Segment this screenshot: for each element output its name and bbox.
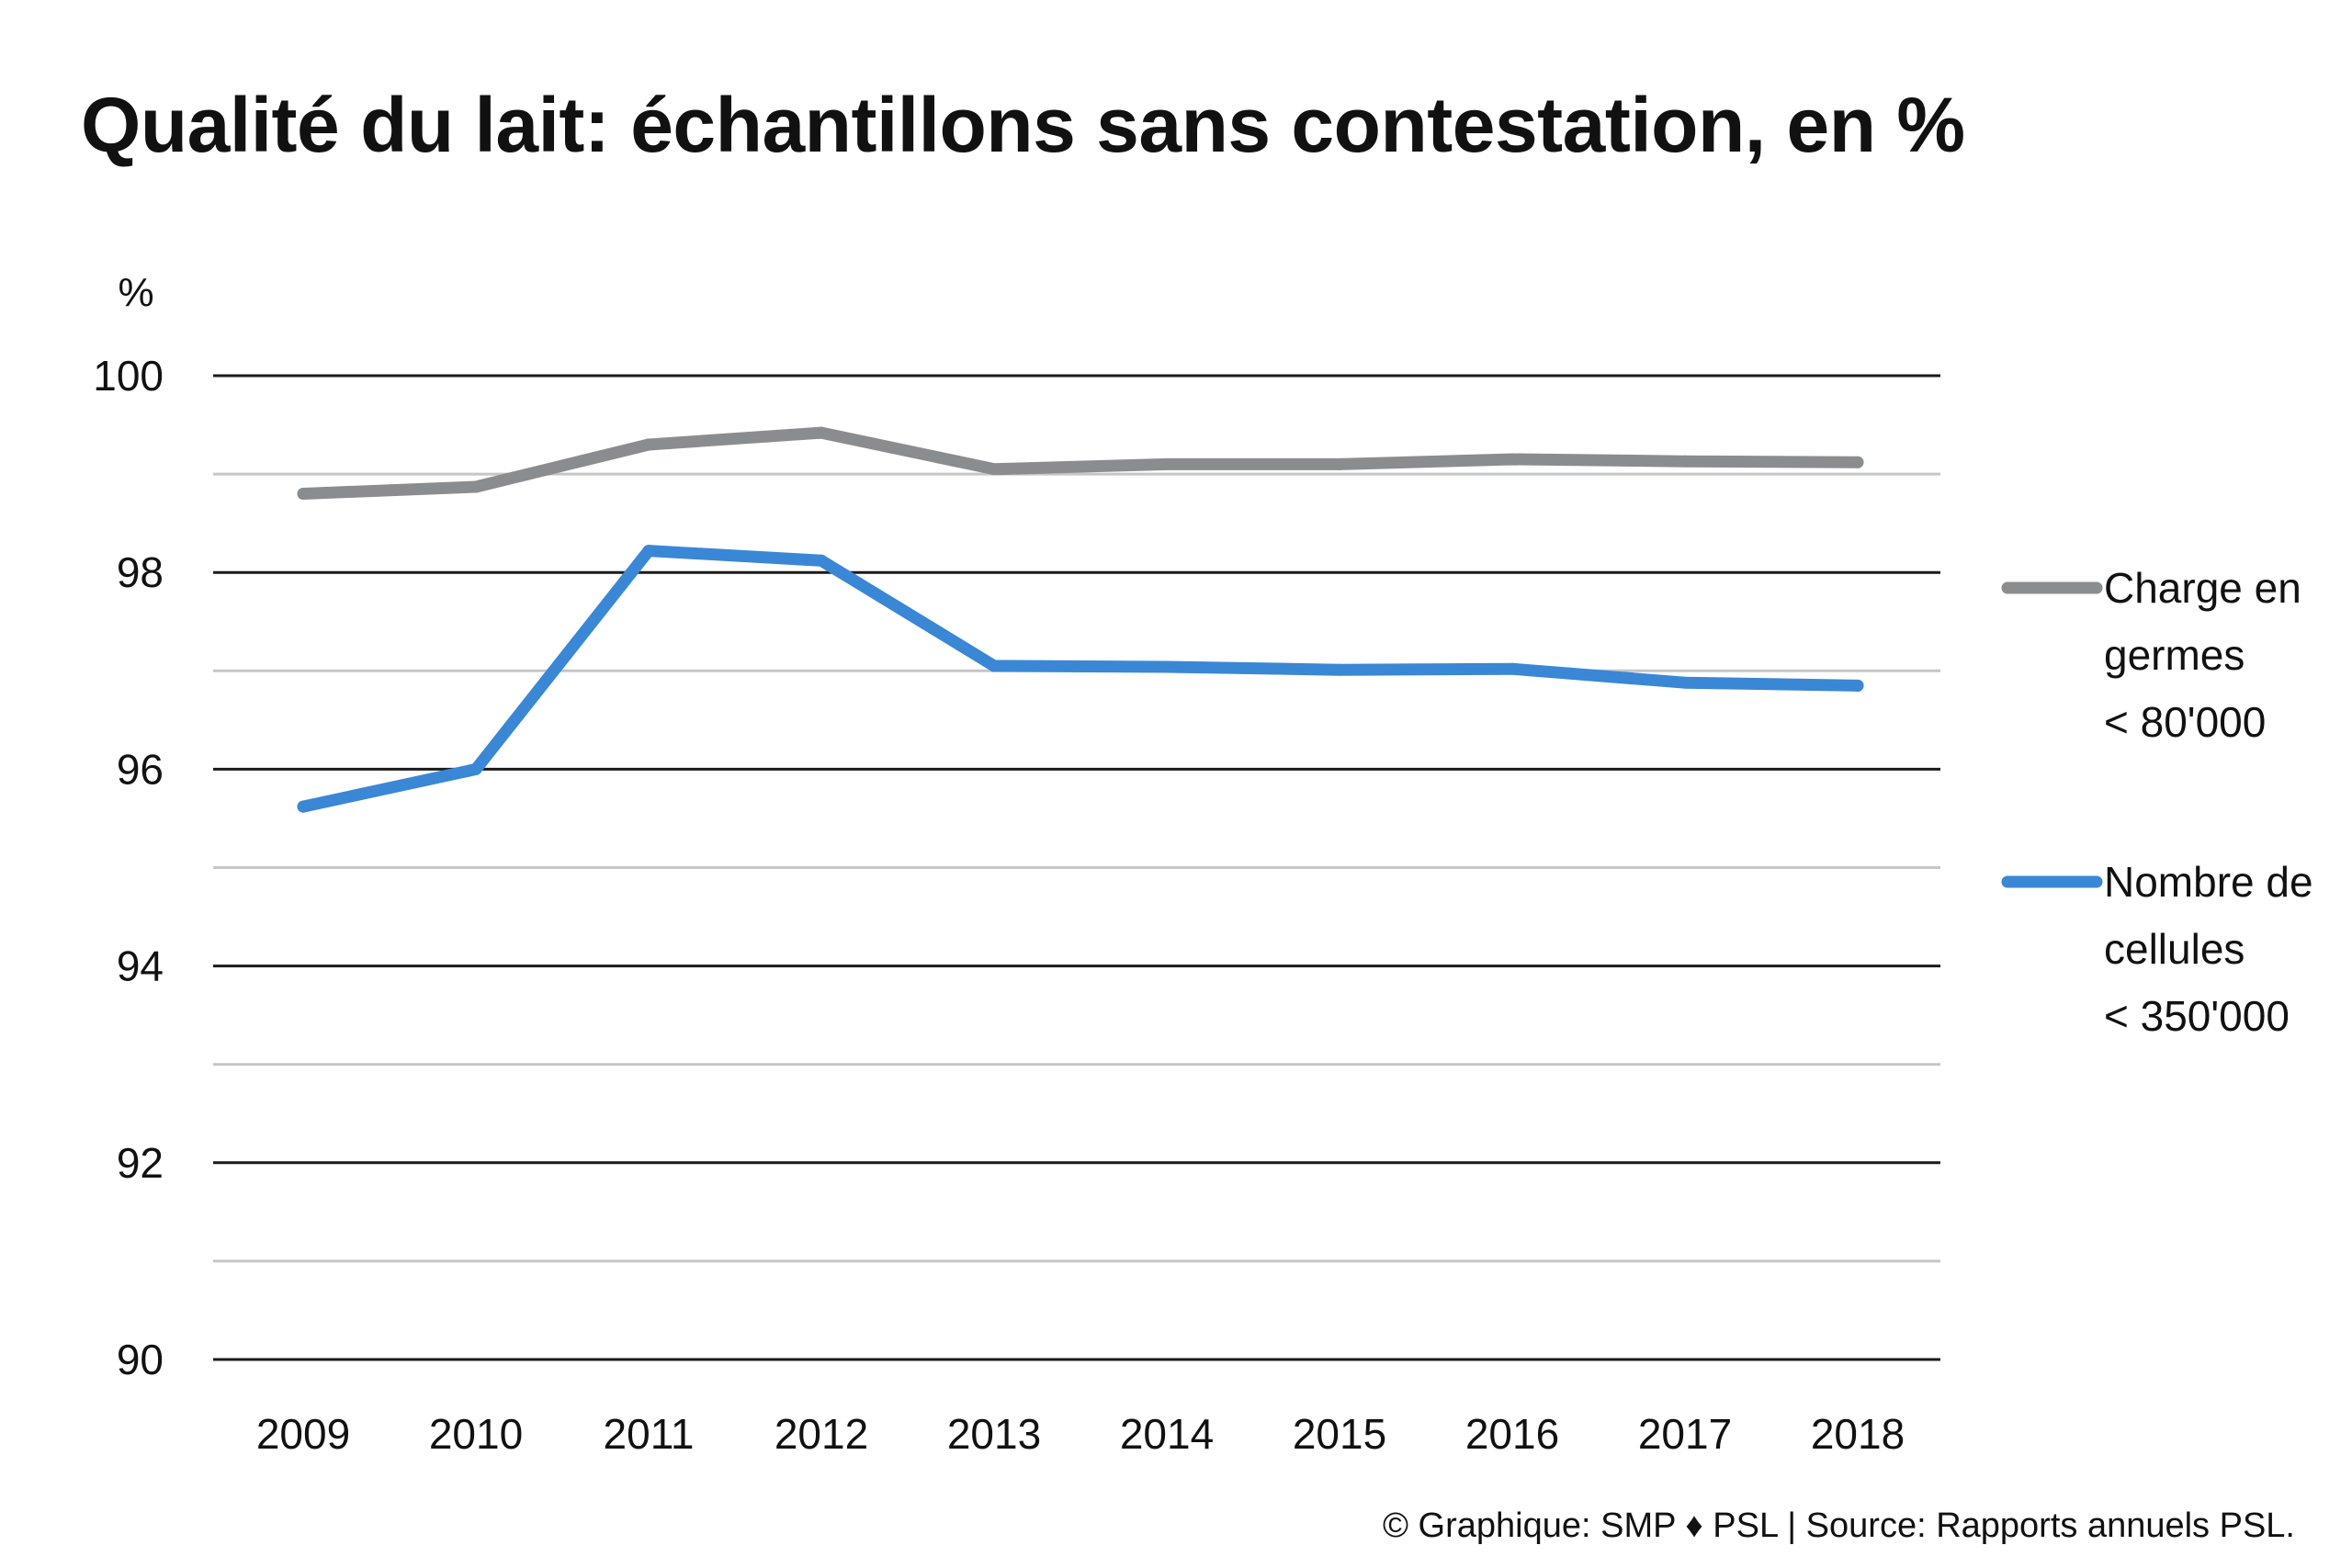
data-point — [815, 426, 828, 439]
series-line-2 — [297, 545, 1864, 813]
legend-label: < 350'000 — [2104, 992, 2290, 1040]
legend-label: cellules — [2104, 925, 2245, 973]
data-point — [642, 438, 655, 451]
data-point — [1506, 453, 1519, 466]
x-axis: 2009 2010 2011 2012 2013 2014 2015 2016 2017 2018 — [256, 1410, 1905, 1458]
series-line-1 — [297, 426, 1864, 500]
y-tick-label: 96 — [117, 745, 164, 793]
data-point — [988, 660, 1001, 672]
series-lines — [297, 426, 1864, 813]
data-point — [297, 800, 310, 813]
x-tick-label: 2013 — [947, 1410, 1041, 1458]
chart-title: Qualité du lait: échantillons sans conte… — [81, 82, 1965, 168]
y-tick-label: 100 — [93, 352, 164, 400]
data-point — [1160, 660, 1173, 673]
x-tick-label: 2009 — [256, 1410, 350, 1458]
legend-label: Nombre de — [2104, 858, 2313, 906]
x-tick-label: 2016 — [1465, 1410, 1559, 1458]
x-tick-label: 2015 — [1293, 1410, 1386, 1458]
gridlines — [213, 374, 1940, 1361]
data-point — [1160, 457, 1173, 470]
legend: Charge en germes < 80'000 Nombre de cellules… — [2001, 564, 2313, 1040]
data-point — [1851, 456, 1864, 468]
y-axis-unit-label: % — [118, 270, 153, 315]
y-tick-label: 98 — [117, 548, 164, 596]
data-point — [988, 463, 1001, 476]
data-point — [1679, 676, 1691, 689]
x-tick-label: 2017 — [1638, 1410, 1732, 1458]
y-tick-label: 92 — [117, 1139, 164, 1187]
data-point — [1333, 663, 1346, 676]
source-credit: © Graphique: SMP ♦ PSL | Source: Rapport… — [1382, 1506, 2295, 1545]
legend-item-2: Nombre de cellules < 350'000 — [2001, 858, 2313, 1040]
x-tick-label: 2018 — [1811, 1410, 1905, 1458]
data-point — [642, 545, 655, 558]
data-point — [1506, 662, 1519, 675]
x-tick-label: 2012 — [775, 1410, 868, 1458]
y-tick-label: 90 — [117, 1336, 164, 1383]
data-point — [469, 762, 482, 775]
data-point — [297, 488, 310, 500]
legend-label: Charge en — [2104, 564, 2301, 612]
y-tick-label: 94 — [117, 942, 164, 990]
y-axis: % 100 98 96 94 92 90 — [93, 270, 164, 1383]
x-tick-label: 2010 — [429, 1410, 523, 1458]
legend-label: < 80'000 — [2104, 698, 2266, 746]
data-point — [1333, 457, 1346, 470]
data-point — [815, 554, 828, 567]
legend-label: germes — [2104, 631, 2245, 679]
data-point — [469, 480, 482, 493]
x-tick-label: 2014 — [1120, 1410, 1214, 1458]
data-point — [1851, 679, 1864, 692]
data-point — [1679, 455, 1691, 468]
legend-item-1: Charge en germes < 80'000 — [2001, 564, 2301, 746]
x-tick-label: 2011 — [604, 1410, 695, 1458]
